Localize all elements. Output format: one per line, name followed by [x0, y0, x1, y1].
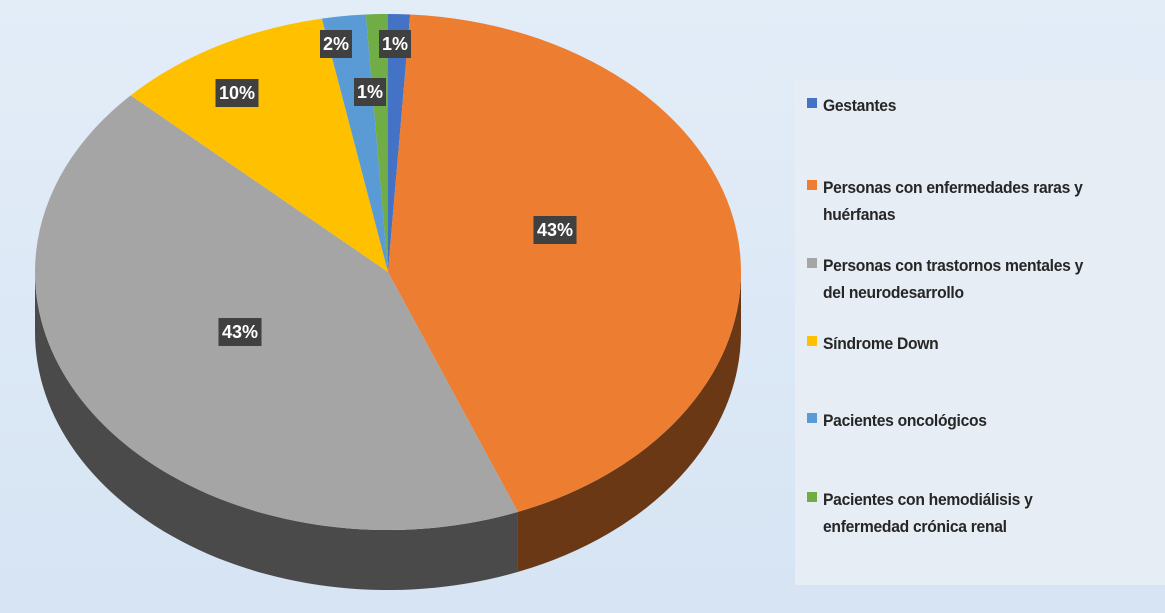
legend-swatch — [807, 413, 817, 423]
legend-label: Personas con enfermedades raras y huérfa… — [823, 178, 1083, 224]
data-label: 1% — [382, 34, 408, 54]
legend-swatch — [807, 492, 817, 502]
legend-item: Gestantes — [807, 92, 1157, 119]
pie-side — [517, 272, 741, 572]
data-label: 43% — [222, 322, 258, 342]
pie-slice — [34, 95, 518, 531]
legend-swatch — [807, 98, 817, 108]
pie-sides — [35, 272, 741, 590]
legend-swatch — [807, 258, 817, 268]
data-label-box — [354, 78, 386, 106]
pie-slice — [130, 18, 388, 273]
data-label: 43% — [537, 220, 573, 240]
data-label: 2% — [323, 34, 349, 54]
data-label-box — [218, 318, 262, 346]
legend-item: Personas con enfermedades raras y huérfa… — [807, 174, 1157, 228]
pie-slice — [388, 14, 741, 512]
legend-swatch — [807, 180, 817, 190]
legend-item: Síndrome Down — [807, 330, 1157, 357]
pie-side — [35, 272, 518, 590]
legend: Gestantes Personas con enfermedades raras… — [795, 80, 1165, 585]
data-label: 10% — [219, 83, 255, 103]
legend-swatch — [807, 336, 817, 346]
data-label-box — [379, 30, 411, 58]
pie-slice — [321, 14, 388, 273]
legend-item: Personas con trastornos mentales y del n… — [807, 252, 1157, 306]
legend-label: Personas con trastornos mentales y del n… — [823, 256, 1084, 302]
pie-area: 1% 43% 43% 10% 2% 1% — [34, 14, 741, 590]
data-label-box — [320, 30, 352, 58]
data-label: 1% — [357, 82, 383, 102]
legend-label: Pacientes oncológicos — [823, 411, 987, 430]
legend-label: Pacientes con hemodiálisis y enfermedad … — [823, 490, 1033, 536]
data-label-box — [533, 216, 577, 244]
legend-item: Pacientes oncológicos — [807, 407, 1157, 434]
legend-label: Gestantes — [823, 96, 897, 115]
legend-label: Síndrome Down — [823, 334, 939, 353]
pie-slice — [388, 14, 411, 272]
legend-item: Pacientes con hemodiálisis y enfermedad … — [807, 486, 1157, 540]
data-label-box — [215, 79, 259, 107]
